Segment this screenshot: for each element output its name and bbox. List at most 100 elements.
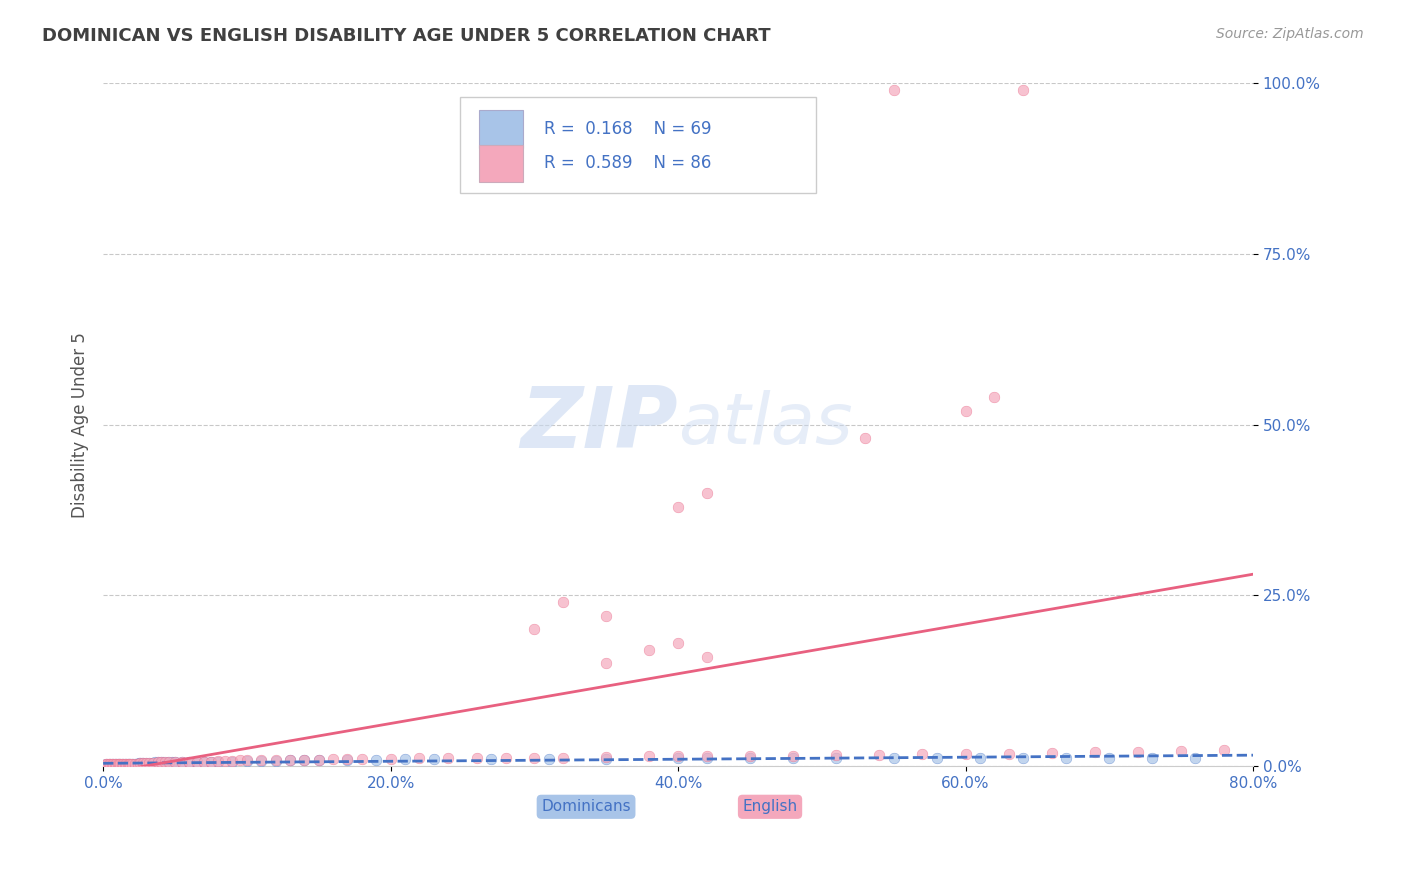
Point (122, 756, 145, 771)
Point (124, 756, 146, 771)
Point (141, 756, 163, 771)
Point (495, 750, 517, 764)
Point (696, 750, 718, 764)
Point (114, 756, 136, 771)
Point (163, 756, 186, 770)
Point (138, 756, 160, 771)
Point (883, 750, 905, 764)
Point (152, 756, 174, 770)
Text: Source: ZipAtlas.com: Source: ZipAtlas.com (1216, 27, 1364, 41)
Point (1012, 83, 1035, 97)
Point (117, 756, 139, 771)
Point (782, 748, 804, 763)
Point (422, 752, 444, 766)
Point (97, 757, 120, 772)
Point (207, 755, 229, 769)
Point (380, 752, 402, 766)
Point (595, 608, 617, 623)
Point (465, 750, 488, 764)
Point (883, 83, 905, 97)
Point (696, 748, 718, 763)
Point (105, 757, 128, 772)
Point (117, 756, 139, 771)
Point (595, 750, 617, 764)
Point (925, 750, 948, 764)
Point (350, 752, 373, 766)
Point (111, 757, 134, 772)
Point (666, 636, 689, 650)
Point (103, 757, 125, 772)
Point (120, 756, 142, 771)
Point (738, 750, 761, 764)
Point (1098, 750, 1121, 764)
Point (118, 756, 141, 771)
Point (186, 755, 208, 769)
Point (156, 756, 179, 770)
Point (278, 753, 301, 767)
Point (98, 757, 121, 772)
Point (129, 756, 152, 771)
Point (103, 757, 125, 772)
Point (292, 753, 315, 767)
Point (437, 751, 460, 765)
Point (104, 757, 127, 772)
Point (911, 747, 934, 762)
Point (146, 756, 169, 770)
Point (1170, 744, 1192, 758)
Point (107, 757, 129, 772)
Point (479, 752, 502, 766)
Point (96, 757, 118, 772)
Point (595, 752, 617, 766)
Point (782, 750, 804, 764)
Point (537, 752, 560, 766)
Point (186, 755, 208, 769)
Point (160, 756, 183, 770)
Point (955, 404, 977, 418)
Point (163, 756, 186, 770)
Y-axis label: Disability Age Under 5: Disability Age Under 5 (72, 332, 89, 517)
Point (366, 753, 388, 767)
Text: DOMINICAN VS ENGLISH DISABILITY AGE UNDER 5 CORRELATION CHART: DOMINICAN VS ENGLISH DISABILITY AGE UNDE… (42, 27, 770, 45)
Point (94, 757, 117, 772)
Point (127, 756, 149, 771)
Point (114, 756, 136, 771)
Point (696, 486, 718, 500)
Point (120, 756, 142, 771)
Point (115, 756, 138, 771)
Point (112, 756, 135, 771)
Point (868, 747, 890, 762)
Point (236, 754, 259, 768)
Point (111, 757, 134, 772)
Point (207, 754, 229, 768)
Point (100, 757, 122, 772)
Point (104, 757, 127, 772)
Point (112, 757, 135, 772)
Point (221, 754, 243, 768)
Point (221, 755, 243, 769)
Point (997, 747, 1019, 761)
Point (638, 749, 661, 764)
Text: R =  0.168    N = 69: R = 0.168 N = 69 (544, 120, 711, 138)
Point (236, 753, 259, 767)
Point (193, 755, 215, 769)
Point (551, 750, 574, 764)
Point (118, 756, 141, 771)
Point (666, 751, 689, 765)
Point (250, 753, 273, 767)
Text: R =  0.589    N = 86: R = 0.589 N = 86 (544, 154, 711, 172)
Point (143, 756, 166, 770)
Point (322, 752, 344, 766)
Point (1084, 745, 1107, 759)
Point (193, 755, 215, 769)
FancyBboxPatch shape (479, 145, 523, 182)
Point (983, 390, 1005, 404)
Point (308, 753, 330, 767)
Point (278, 753, 301, 767)
Point (228, 753, 250, 767)
Point (146, 756, 169, 770)
Point (149, 756, 172, 770)
Point (125, 756, 148, 771)
Point (666, 500, 689, 514)
Point (98, 757, 121, 772)
Point (110, 757, 132, 772)
